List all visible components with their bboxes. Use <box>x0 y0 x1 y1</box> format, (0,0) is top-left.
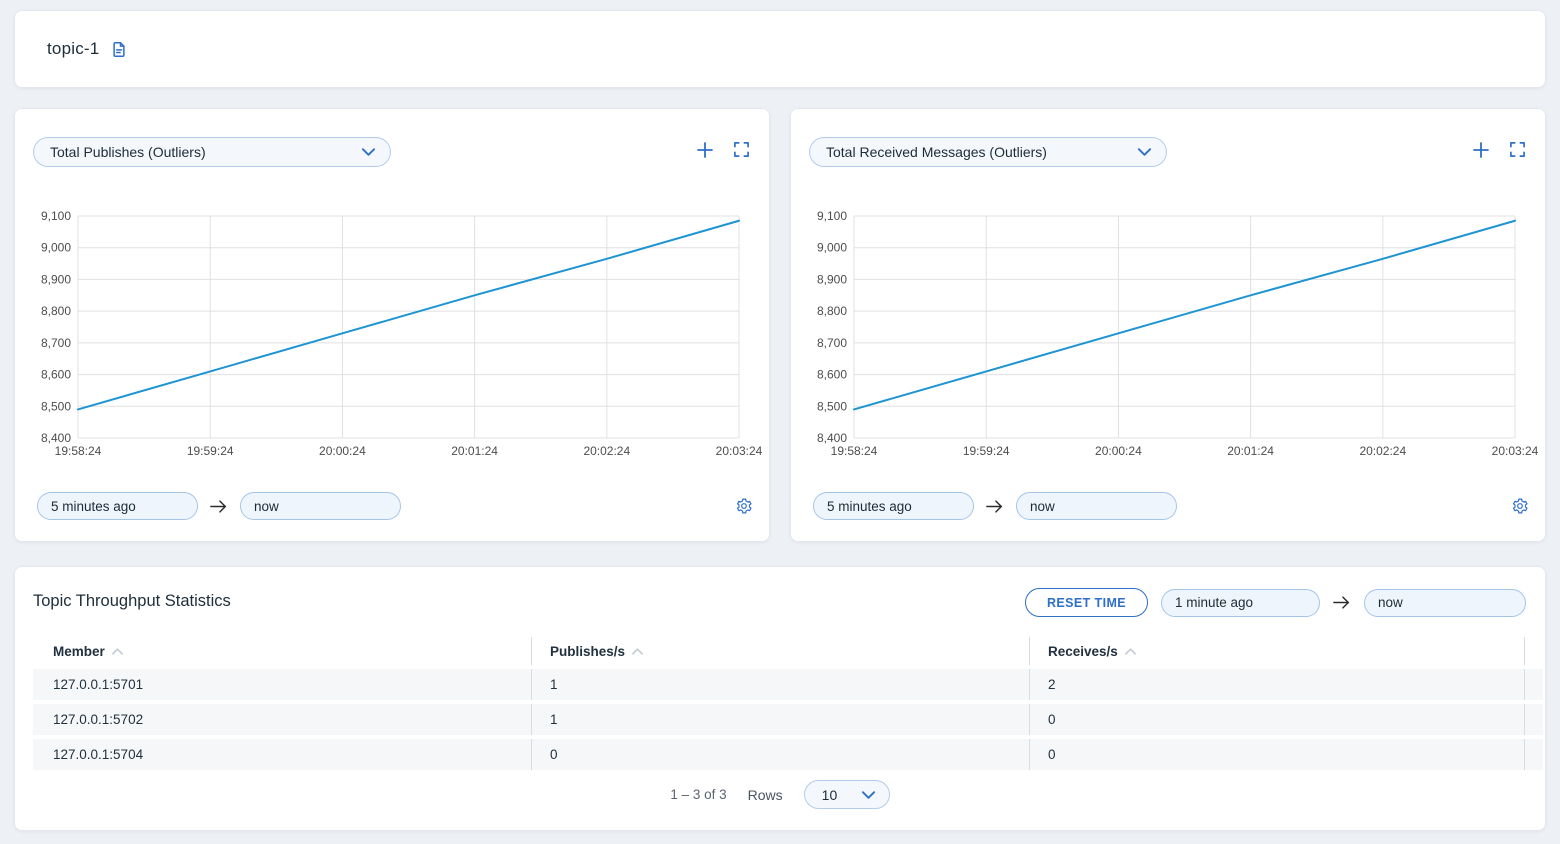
pagination-range: 1 – 3 of 3 <box>670 787 727 802</box>
svg-text:8,900: 8,900 <box>41 272 71 286</box>
metric-selector-dropdown[interactable]: Total Publishes (Outliers) <box>33 137 391 167</box>
table-header-row: Member Publishes/s Receives/s <box>33 637 1543 665</box>
table-row[interactable]: 127.0.0.1:5702 1 0 <box>33 704 1543 735</box>
arrow-right-icon <box>986 499 1004 513</box>
table-row[interactable]: 127.0.0.1:5701 1 2 <box>33 669 1543 700</box>
sort-caret-icon <box>632 647 643 655</box>
svg-text:9,100: 9,100 <box>817 209 847 223</box>
add-chart-icon[interactable] <box>696 141 714 159</box>
fullscreen-icon[interactable] <box>1509 141 1527 159</box>
svg-text:20:03:24: 20:03:24 <box>1492 444 1539 458</box>
topic-header-card: topic-1 <box>14 10 1546 88</box>
member-cell: 127.0.0.1:5704 <box>53 747 144 762</box>
chart-time-from-input[interactable] <box>813 492 974 520</box>
chevron-down-icon <box>361 148 376 156</box>
svg-text:9,100: 9,100 <box>41 209 71 223</box>
svg-text:8,800: 8,800 <box>817 304 847 318</box>
received-line-chart: 8,400 8,500 8,600 8,700 8,800 8,900 9,000 9,100… <box>817 209 1539 458</box>
arrow-right-icon <box>210 499 228 513</box>
metric-selector-dropdown[interactable]: Total Received Messages (Outliers) <box>809 137 1167 167</box>
publishes-chart-card: Total Publishes (Outliers) 8,400 8,500 8,6… <box>14 108 770 542</box>
chart-settings-gear-icon[interactable] <box>735 497 753 515</box>
svg-text:20:03:24: 20:03:24 <box>716 444 763 458</box>
svg-text:8,800: 8,800 <box>41 304 71 318</box>
sort-caret-icon <box>111 647 123 655</box>
fullscreen-icon[interactable] <box>733 141 751 159</box>
rows-per-page-label: Rows <box>747 786 783 803</box>
publishes-cell: 1 <box>531 704 1029 735</box>
publishes-cell: 1 <box>531 669 1029 700</box>
svg-text:20:02:24: 20:02:24 <box>583 444 630 458</box>
svg-text:19:58:24: 19:58:24 <box>55 444 102 458</box>
svg-text:20:01:24: 20:01:24 <box>1227 444 1274 458</box>
svg-text:8,500: 8,500 <box>817 399 847 413</box>
topic-title-row: topic-1 <box>47 39 128 59</box>
svg-text:19:59:24: 19:59:24 <box>963 444 1010 458</box>
svg-text:20:02:24: 20:02:24 <box>1359 444 1406 458</box>
reset-time-button[interactable]: RESET TIME <box>1024 588 1148 617</box>
svg-text:19:58:24: 19:58:24 <box>831 444 878 458</box>
stats-panel-title: Topic Throughput Statistics <box>33 592 231 610</box>
svg-text:8,900: 8,900 <box>817 272 847 286</box>
add-chart-icon[interactable] <box>1472 141 1490 159</box>
stats-time-from-input[interactable] <box>1161 588 1320 617</box>
page-title: topic-1 <box>47 39 100 58</box>
svg-text:9,000: 9,000 <box>817 241 847 255</box>
column-header-member[interactable]: Member <box>33 637 531 665</box>
svg-text:8,700: 8,700 <box>41 336 71 350</box>
receives-cell: 0 <box>1029 739 1525 770</box>
column-header-publishes[interactable]: Publishes/s <box>531 637 1029 665</box>
rows-per-page-dropdown[interactable]: 10 <box>803 780 890 809</box>
table-row[interactable]: 127.0.0.1:5704 0 0 <box>33 739 1543 770</box>
member-cell: 127.0.0.1:5701 <box>53 677 144 692</box>
chart-settings-gear-icon[interactable] <box>1511 497 1529 515</box>
topic-throughput-statistics-card: Topic Throughput Statistics RESET TIME M… <box>14 566 1546 831</box>
received-chart-card: Total Received Messages (Outliers) 8,400… <box>790 108 1546 542</box>
stats-time-to-input[interactable] <box>1364 588 1526 617</box>
svg-text:8,500: 8,500 <box>41 399 71 413</box>
chart-time-from-input[interactable] <box>37 492 198 520</box>
metric-selector-value: Total Received Messages (Outliers) <box>826 144 1047 160</box>
sort-caret-icon <box>1124 647 1136 655</box>
rows-per-page-value: 10 <box>821 786 838 803</box>
publishes-line-chart: 8,400 8,500 8,600 8,700 8,800 8,900 9,000 9,100… <box>41 209 763 458</box>
svg-text:19:59:24: 19:59:24 <box>187 444 234 458</box>
member-cell: 127.0.0.1:5702 <box>53 712 144 727</box>
document-icon[interactable] <box>110 40 128 58</box>
svg-text:20:00:24: 20:00:24 <box>1095 444 1142 458</box>
svg-text:9,000: 9,000 <box>41 241 71 255</box>
arrow-right-icon <box>1333 596 1351 609</box>
svg-text:8,400: 8,400 <box>41 431 71 445</box>
svg-text:20:01:24: 20:01:24 <box>451 444 498 458</box>
table-pagination: 1 – 3 of 3 Rows 10 <box>15 780 1545 809</box>
throughput-table: Member Publishes/s Receives/s 127.0.0.1:… <box>33 637 1543 770</box>
svg-text:8,600: 8,600 <box>817 368 847 382</box>
publishes-cell: 0 <box>531 739 1029 770</box>
chart-time-to-input[interactable] <box>240 492 401 520</box>
chevron-down-icon <box>861 790 875 799</box>
column-header-receives[interactable]: Receives/s <box>1029 637 1525 665</box>
chevron-down-icon <box>1137 148 1152 156</box>
svg-text:8,700: 8,700 <box>817 336 847 350</box>
receives-cell: 0 <box>1029 704 1525 735</box>
svg-text:20:00:24: 20:00:24 <box>319 444 366 458</box>
metric-selector-value: Total Publishes (Outliers) <box>50 144 206 160</box>
receives-cell: 2 <box>1029 669 1525 700</box>
svg-text:8,600: 8,600 <box>41 368 71 382</box>
svg-text:8,400: 8,400 <box>817 431 847 445</box>
chart-time-to-input[interactable] <box>1016 492 1177 520</box>
